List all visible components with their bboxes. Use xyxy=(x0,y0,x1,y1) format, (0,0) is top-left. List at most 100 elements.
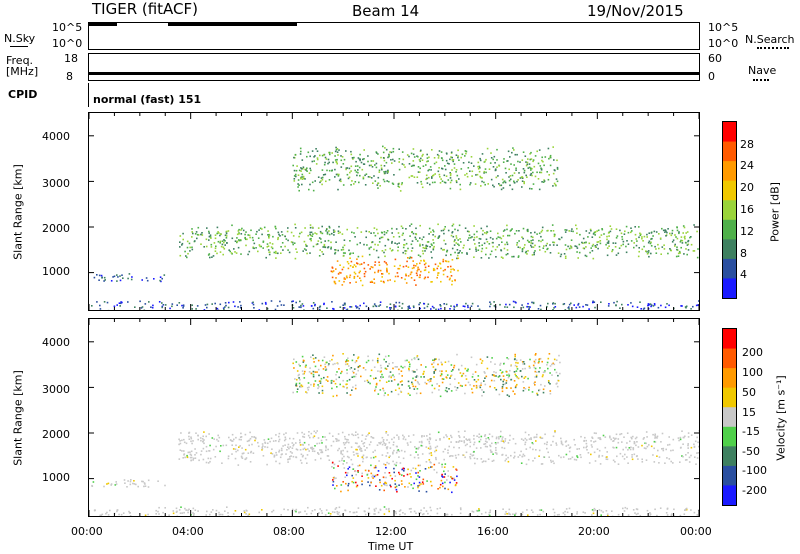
velocity-point xyxy=(202,440,204,443)
velocity-point xyxy=(315,432,317,434)
power-point xyxy=(280,252,282,254)
power-point xyxy=(687,239,690,242)
power-point xyxy=(487,183,489,185)
power-point xyxy=(297,179,300,181)
power-point xyxy=(265,303,267,305)
velocity-point xyxy=(631,454,633,456)
power-point xyxy=(480,250,483,253)
power-point xyxy=(468,248,471,250)
velocity-point xyxy=(504,383,506,385)
velocity-point xyxy=(254,436,257,439)
velocity-point xyxy=(356,515,358,516)
power-point xyxy=(281,234,284,236)
velocity-point xyxy=(404,450,406,453)
velocity-point xyxy=(368,507,370,510)
velocity-point xyxy=(337,362,339,365)
velocity-point xyxy=(395,464,397,467)
velocity-point xyxy=(433,371,435,373)
velocity-point xyxy=(320,510,323,512)
velocity-point xyxy=(433,463,436,466)
nave-right-tick-top: 60 xyxy=(708,52,722,65)
power-point xyxy=(643,235,646,238)
power-point xyxy=(445,175,448,177)
power-point xyxy=(293,169,296,172)
power-point xyxy=(512,300,515,303)
velocity-point xyxy=(457,430,460,433)
velocity-point xyxy=(357,436,360,439)
power-point xyxy=(432,174,435,176)
power-point xyxy=(228,301,230,304)
velocity-point xyxy=(345,360,347,363)
power-point xyxy=(230,252,233,254)
power-point xyxy=(479,159,482,162)
velocity-point xyxy=(590,444,593,446)
velocity-point xyxy=(320,451,322,454)
velocity-point xyxy=(450,441,452,443)
velocity-point xyxy=(370,472,373,475)
power-point xyxy=(298,169,301,172)
power-point xyxy=(295,301,297,304)
power-point xyxy=(353,232,355,234)
velocity-point xyxy=(430,447,432,450)
velocity-point xyxy=(544,433,546,436)
power-point xyxy=(417,266,419,269)
velocity-point xyxy=(429,448,431,450)
power-point xyxy=(350,150,352,153)
power-point xyxy=(521,186,523,188)
power-point xyxy=(509,178,512,181)
power-point xyxy=(675,255,678,258)
velocity-point xyxy=(300,384,303,387)
power-point xyxy=(485,238,488,241)
power-point xyxy=(210,243,213,246)
velocity-point xyxy=(466,443,468,446)
velocity-point xyxy=(368,470,370,472)
power-point xyxy=(301,168,303,170)
power-point xyxy=(245,231,247,233)
velocity-point xyxy=(240,432,242,435)
power-point xyxy=(671,229,674,232)
power-point xyxy=(342,246,344,249)
power-point xyxy=(431,305,434,308)
power-point xyxy=(334,251,337,254)
velocity-point xyxy=(455,484,457,486)
power-point xyxy=(419,245,421,247)
power-point xyxy=(429,166,432,168)
power-point xyxy=(387,239,390,241)
velocity-point xyxy=(586,445,588,448)
power-point xyxy=(521,236,523,238)
velocity-point xyxy=(347,439,349,441)
power-point xyxy=(312,302,315,304)
power-point xyxy=(317,240,320,242)
vel-ytick-2000: 2000 xyxy=(42,428,70,441)
power-point xyxy=(438,173,441,176)
power-point xyxy=(368,231,370,233)
power-point xyxy=(356,227,359,229)
power-point xyxy=(209,236,212,238)
power-point xyxy=(345,168,347,171)
power-point xyxy=(661,227,663,230)
power-point xyxy=(336,260,339,262)
velocity-point xyxy=(357,357,359,360)
velocity-point xyxy=(178,458,181,460)
velocity-point xyxy=(346,380,349,382)
power-point xyxy=(546,171,548,173)
xtick-0800: 08:00 xyxy=(273,525,305,538)
power-point xyxy=(477,165,479,168)
power-point xyxy=(473,225,475,227)
power-point xyxy=(666,231,668,234)
velocity-point xyxy=(430,484,433,487)
velocity-point xyxy=(499,369,502,371)
power-point xyxy=(419,262,421,265)
velocity-point xyxy=(298,511,300,514)
power-point xyxy=(372,182,374,184)
power-point xyxy=(445,152,448,154)
velocity-point xyxy=(404,438,407,441)
velocity-point xyxy=(491,451,493,453)
power-point xyxy=(442,260,444,263)
velocity-point xyxy=(442,485,444,488)
velocity-point xyxy=(133,483,136,485)
power-point xyxy=(428,227,431,230)
velocity-point xyxy=(431,384,433,387)
velocity-point xyxy=(321,385,324,388)
power-point xyxy=(360,231,363,233)
